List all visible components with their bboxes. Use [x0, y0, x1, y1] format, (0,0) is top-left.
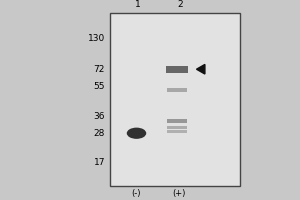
Text: 28: 28	[94, 129, 105, 138]
Text: 36: 36	[94, 112, 105, 121]
Text: (-): (-)	[132, 189, 141, 198]
Bar	[110, 13, 240, 186]
Bar	[167, 130, 187, 133]
Text: 2: 2	[177, 0, 183, 9]
Bar	[167, 126, 187, 129]
Bar	[167, 66, 188, 73]
Text: 17: 17	[94, 158, 105, 167]
Text: 72: 72	[94, 65, 105, 74]
Bar	[167, 119, 187, 123]
Ellipse shape	[127, 128, 146, 139]
Bar	[167, 88, 187, 92]
Text: 55: 55	[94, 82, 105, 91]
Text: 1: 1	[135, 0, 141, 9]
Text: (+): (+)	[172, 189, 185, 198]
Polygon shape	[196, 64, 205, 74]
Text: 130: 130	[88, 34, 105, 43]
